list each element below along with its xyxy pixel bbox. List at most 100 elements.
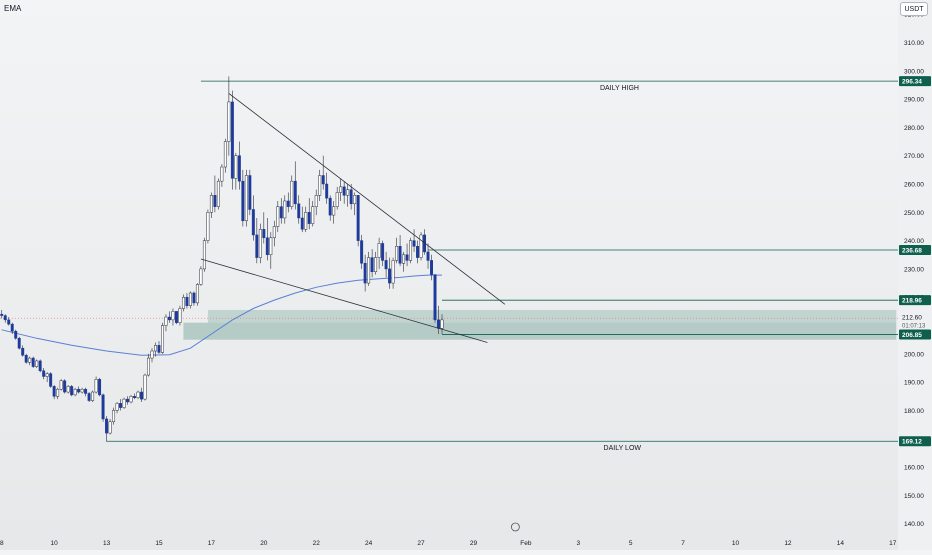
candle-down <box>84 388 88 394</box>
level-badge-label: 218.96 <box>902 298 922 305</box>
candle <box>430 254 434 281</box>
x-tick-label: 14 <box>837 540 845 547</box>
candle-down <box>174 311 178 323</box>
candle-up <box>35 360 39 367</box>
candle-down <box>140 391 143 400</box>
indicator-label[interactable]: EMA <box>4 4 22 13</box>
candle <box>161 322 164 354</box>
candle <box>251 195 255 241</box>
candle-down <box>255 234 259 258</box>
level-badge-3 <box>899 329 931 340</box>
candle-down <box>398 246 402 264</box>
candle-down <box>433 274 437 321</box>
candle-down <box>437 319 440 329</box>
candle-down <box>3 315 7 321</box>
candle-up <box>28 357 32 363</box>
candle-down <box>381 243 385 261</box>
candle-up <box>143 374 147 400</box>
candle-up <box>332 206 336 216</box>
y-tick-label: 140.00 <box>904 521 924 528</box>
candle-up <box>395 246 399 261</box>
candle-up <box>304 212 308 230</box>
candle <box>227 76 231 156</box>
candle <box>384 251 388 278</box>
candle-down <box>388 268 392 284</box>
candle-down <box>157 345 161 353</box>
candle-down <box>87 393 91 401</box>
candle-down <box>213 195 217 207</box>
candle-down <box>342 186 346 196</box>
candle <box>38 359 42 373</box>
candle <box>307 198 311 230</box>
level-badge-1 <box>899 245 931 256</box>
x-tick-label: 22 <box>313 540 321 547</box>
candle <box>84 387 88 397</box>
candle <box>290 175 294 210</box>
candle-up <box>391 260 395 284</box>
candle-up <box>314 195 318 207</box>
candle-up <box>374 257 378 272</box>
level-badge-4 <box>899 436 931 447</box>
candle-down <box>101 394 105 420</box>
candle-down <box>77 388 81 393</box>
candle <box>188 291 192 309</box>
candle-down <box>185 296 189 306</box>
candle-down <box>230 101 234 179</box>
x-tick-label: 13 <box>103 540 111 547</box>
candle <box>101 393 105 422</box>
candle-down <box>416 246 420 258</box>
candle-up <box>419 234 423 258</box>
candle-up <box>150 350 154 359</box>
candle <box>185 292 189 309</box>
candle <box>108 418 112 435</box>
candle-down <box>241 180 245 222</box>
candle <box>154 342 157 357</box>
candle <box>31 356 35 368</box>
level-badge-label: 206.85 <box>902 332 922 339</box>
candle <box>356 195 360 247</box>
candle <box>129 394 133 404</box>
candle <box>3 314 7 323</box>
candle <box>98 377 102 397</box>
currency-button[interactable]: USDT <box>900 2 928 16</box>
candle-up <box>94 379 98 393</box>
candle-down <box>360 240 364 264</box>
candle <box>45 372 49 383</box>
candle-down <box>10 323 14 332</box>
candle <box>213 175 217 213</box>
candle <box>395 237 399 264</box>
candle <box>405 243 409 267</box>
candle <box>234 152 238 190</box>
candle <box>94 376 98 394</box>
candle-down <box>370 257 374 272</box>
candle <box>318 169 322 201</box>
candle <box>342 181 346 204</box>
candle-up <box>45 373 49 377</box>
candle <box>150 348 154 363</box>
candle <box>286 192 290 213</box>
candle <box>335 186 339 210</box>
candle-down <box>7 319 11 325</box>
candle <box>216 178 220 210</box>
candle <box>14 329 18 340</box>
level-badge-label: 169.12 <box>902 439 922 446</box>
candle <box>112 407 116 425</box>
candle <box>360 234 364 269</box>
candle-down <box>0 313 4 316</box>
candle <box>297 195 301 224</box>
candle-down <box>349 189 353 205</box>
candle <box>223 138 227 173</box>
candle <box>381 240 385 267</box>
candle <box>73 387 77 397</box>
candle-up <box>181 296 185 309</box>
candle-down <box>384 260 388 270</box>
y-tick-label: 240.00 <box>904 238 924 245</box>
candle <box>52 384 56 400</box>
x-tick-label: 12 <box>784 540 792 547</box>
candle-down <box>17 338 21 349</box>
candle <box>105 416 109 442</box>
candle <box>171 308 175 326</box>
candle-up <box>220 166 224 182</box>
